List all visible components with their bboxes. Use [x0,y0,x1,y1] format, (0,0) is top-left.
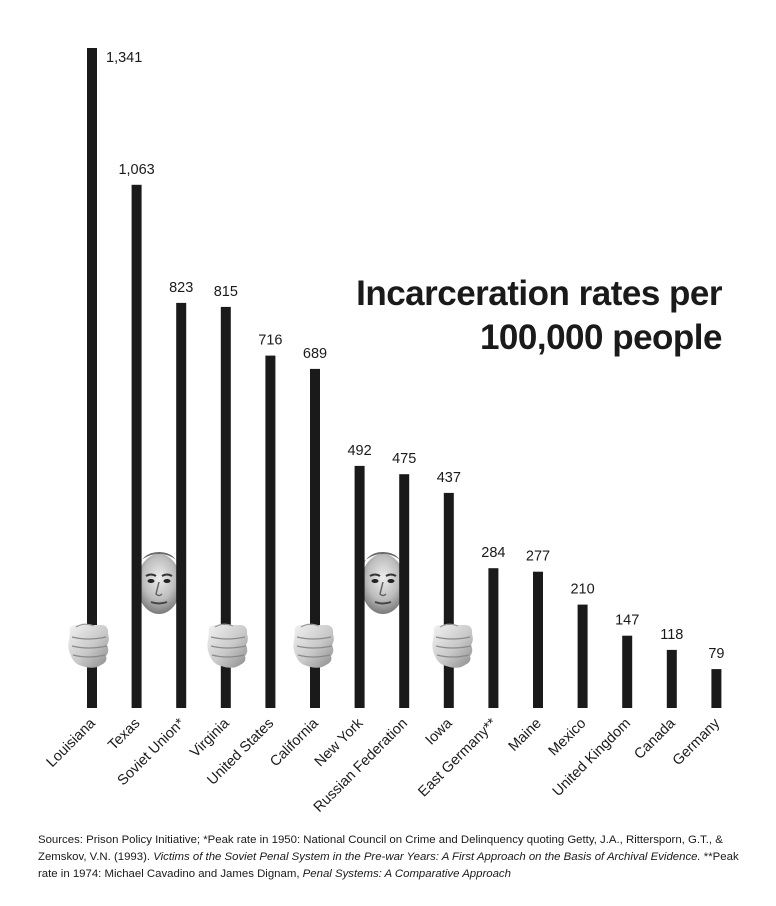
bar [354,465,365,708]
bar [310,368,320,708]
category-label: Louisiana [44,715,100,771]
bar [666,649,677,708]
value-labels: 1,341 1,063 823 815 716 689 492 475 437 284 277 210… [106,50,724,662]
bar-value-label: 475 [392,451,416,467]
category-label: Mexico [546,716,590,760]
bar-value-label: 1,063 [118,162,154,178]
bar-value-label: 210 [570,582,594,598]
bars [87,48,722,709]
face-illustration [136,551,182,615]
bar-value-label: 1,341 [106,50,142,66]
bar-value-label: 437 [437,470,461,486]
category-label: United Kingdom [550,716,634,800]
bar-value-label: 815 [214,284,238,300]
sources-note: Sources: Prison Policy Initiative; *Peak… [38,832,744,883]
sources-citation-title: Victims of the Soviet Penal System in th… [153,851,701,863]
category-label: Iowa [423,715,457,749]
sources-book-title: Penal Systems: A Comparative Approach [302,868,511,880]
bar [488,568,499,708]
bar-value-label: 492 [347,443,371,459]
bar [622,635,633,708]
bar [711,669,722,708]
hand-illustration [67,623,110,669]
bar [131,184,142,709]
bar-value-label: 118 [660,627,683,643]
bar [265,355,276,708]
category-label: Texas [105,716,143,754]
bar [443,492,454,708]
bar [577,604,588,708]
bar-value-label: 277 [526,549,550,565]
bar [399,474,410,708]
chart-title-line-2: 100,000 people [479,318,723,357]
bar [220,306,231,708]
bar-value-label: 284 [481,545,505,561]
sources-text-2: **Peak rate in 1974: Michael Cavadino an… [38,851,739,880]
bar-value-label: 689 [303,346,327,362]
chart-title-line-1: Incarceration rates per [356,274,722,313]
hand-illustration [431,623,474,669]
bar [87,48,97,708]
bar [176,302,187,708]
category-label: Maine [506,716,545,755]
sources-text: Sources: Prison Policy Initiative; *Peak… [38,834,723,863]
hand-illustration [206,623,249,669]
category-label: East Germany** [415,715,500,800]
hand-illustration [292,623,335,669]
bar [533,571,543,708]
bar-value-label: 79 [708,646,724,662]
face-illustration [360,551,406,615]
chart-title: Incarceration rates per 100,000 people [282,272,722,360]
bar-value-label: 147 [615,613,639,629]
category-label: Germany [670,715,724,769]
bar-value-label: 823 [169,280,193,296]
bar-value-label: 716 [258,333,282,349]
